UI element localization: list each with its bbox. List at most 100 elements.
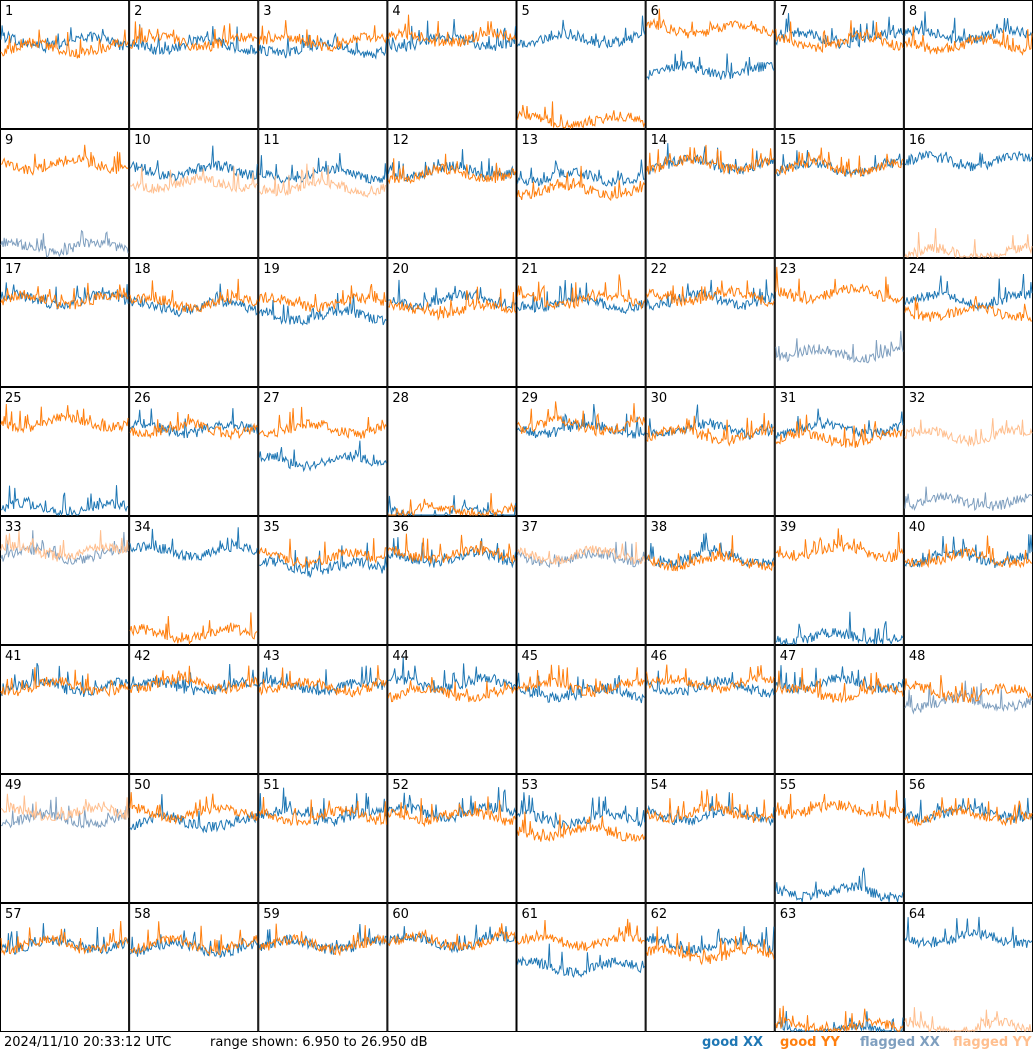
- series-yy: [129, 278, 258, 313]
- panel-frame: [0, 129, 130, 258]
- panel-frame: [387, 387, 517, 516]
- panel-number: 1: [5, 4, 13, 19]
- panel-number: 47: [780, 649, 797, 664]
- series-yy: [517, 811, 646, 842]
- series-yy: [387, 533, 516, 565]
- series-xx: [775, 1010, 904, 1033]
- series-xx: [258, 440, 387, 473]
- series-xx: [517, 15, 646, 49]
- series-yy: [517, 918, 645, 952]
- series-yy: [775, 414, 904, 448]
- panel-8: 8: [903, 0, 1033, 129]
- panel-frame: [645, 903, 775, 1032]
- panel-number: 13: [522, 133, 539, 148]
- panel-number: 4: [392, 4, 400, 19]
- panel-frame: [774, 645, 904, 774]
- panel-frame: [129, 774, 259, 903]
- series-yy: [129, 411, 258, 441]
- panel-frame: [645, 258, 775, 387]
- panel-63: 63: [774, 903, 904, 1033]
- series-yy: [517, 165, 646, 202]
- panel-number: 11: [263, 133, 280, 148]
- panel-28: 28: [387, 387, 517, 517]
- series-xx: [517, 541, 646, 569]
- panel-25: 25: [0, 387, 130, 517]
- series-yy: [646, 144, 775, 176]
- series-yy: [387, 677, 516, 703]
- panel-number: 46: [651, 649, 668, 664]
- panel-2: 2: [129, 0, 259, 129]
- panel-56: 56: [903, 774, 1033, 903]
- panel-number: 28: [392, 391, 409, 406]
- panel-number: 38: [651, 520, 668, 535]
- series-xx: [904, 534, 1033, 569]
- panel-17: 17: [0, 258, 130, 387]
- panel-number: 17: [5, 262, 22, 277]
- panel-frame: [258, 903, 388, 1032]
- panel-number: 49: [5, 778, 22, 793]
- series-xx: [129, 408, 258, 439]
- series-yy: [646, 280, 775, 308]
- panel-number: 20: [392, 262, 409, 277]
- series-yy: [517, 541, 646, 565]
- series-yy: [904, 1007, 1032, 1033]
- series-yy: [775, 1005, 904, 1033]
- panel-58: 58: [129, 903, 259, 1032]
- panel-number: 52: [392, 778, 409, 793]
- panel-3: 3: [258, 0, 388, 129]
- panel-23: 23: [774, 258, 904, 387]
- panel-number: 56: [909, 778, 926, 793]
- panel-frame: [903, 0, 1033, 129]
- series-yy: [646, 8, 775, 39]
- panel-frame: [645, 129, 775, 258]
- panel-number: 5: [522, 4, 530, 19]
- series-xx: [129, 24, 258, 56]
- series-xx: [387, 18, 516, 53]
- panel-4: 4: [387, 0, 517, 129]
- panel-frame: [129, 645, 259, 774]
- panel-frame: [387, 645, 517, 774]
- series-xx: [259, 153, 387, 185]
- panel-number: 27: [263, 391, 280, 406]
- series-xx: [775, 867, 904, 903]
- panel-frame: [258, 516, 388, 645]
- series-yy: [775, 266, 904, 305]
- panel-number: 3: [263, 4, 271, 19]
- panel-frame: [903, 903, 1033, 1032]
- timestamp: 2024/11/10 20:33:12 UTC: [4, 1035, 172, 1050]
- legend-good-yy: good YY: [780, 1035, 840, 1050]
- series-xx: [775, 13, 904, 50]
- panel-39: 39: [774, 516, 904, 646]
- panel-5: 5: [516, 0, 646, 130]
- panel-57: 57: [0, 903, 130, 1032]
- panel-38: 38: [645, 516, 775, 645]
- series-yy: [517, 401, 646, 437]
- series-yy: [517, 101, 646, 130]
- panel-47: 47: [774, 645, 904, 774]
- series-yy: [775, 147, 904, 179]
- panel-41: 41: [0, 645, 130, 774]
- panel-frame: [774, 903, 904, 1032]
- panel-number: 22: [651, 262, 668, 277]
- series-yy: [258, 20, 387, 53]
- series-yy: [129, 166, 258, 194]
- series-yy: [0, 530, 129, 562]
- panel-frame: [645, 645, 775, 774]
- panel-42: 42: [129, 645, 259, 774]
- panel-number: 14: [651, 133, 668, 148]
- footer-bar: 2024/11/10 20:33:12 UTC range shown: 6.9…: [0, 1032, 1033, 1053]
- panel-24: 24: [903, 258, 1033, 387]
- panel-7: 7: [774, 0, 904, 129]
- series-yy: [904, 228, 1033, 259]
- series-xx: [775, 408, 904, 440]
- panel-60: 60: [387, 903, 517, 1032]
- panel-number: 12: [392, 133, 409, 148]
- panel-21: 21: [516, 258, 646, 387]
- series-xx: [646, 792, 775, 827]
- series-yy: [646, 412, 775, 447]
- panel-number: 7: [780, 4, 788, 19]
- panel-frame: [258, 645, 388, 774]
- series-yy: [387, 796, 516, 828]
- panel-43: 43: [258, 645, 388, 774]
- panel-52: 52: [387, 774, 517, 903]
